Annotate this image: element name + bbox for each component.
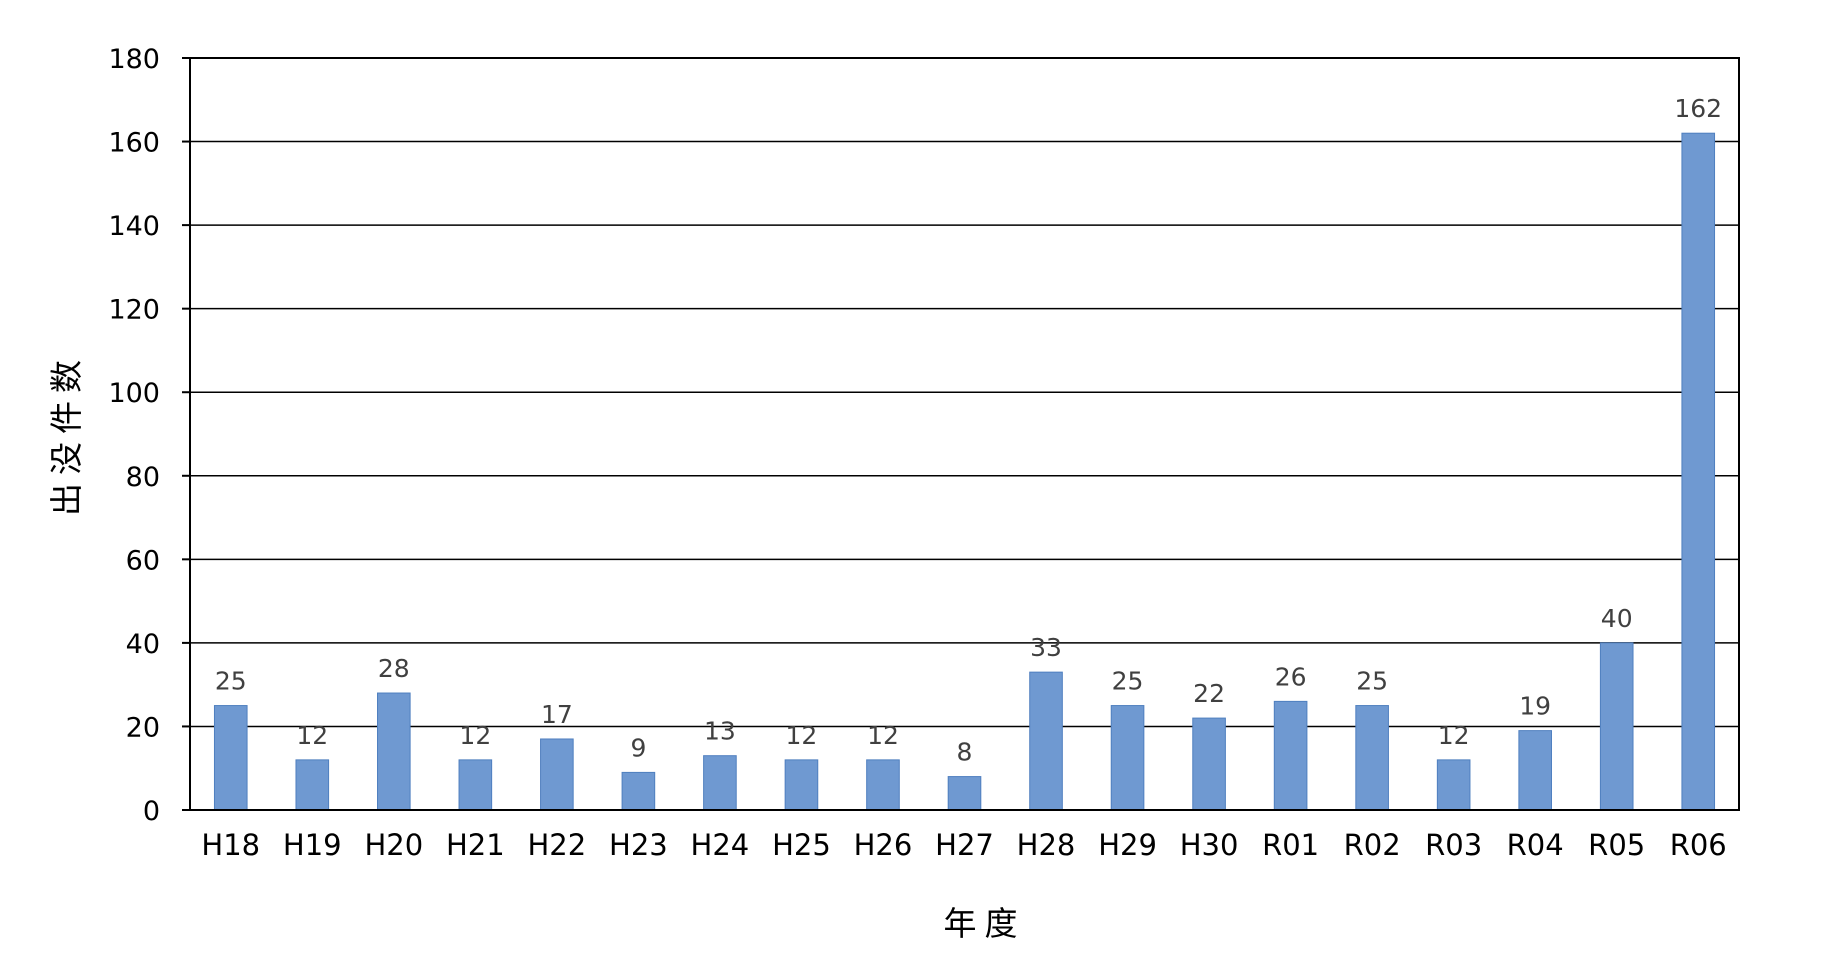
data-label: 12 — [296, 721, 328, 750]
y-tick-label: 120 — [108, 295, 160, 326]
x-tick-label: R02 — [1344, 828, 1401, 862]
y-tick-label: 20 — [126, 712, 160, 743]
x-tick-label: H19 — [283, 828, 342, 862]
gridlines — [182, 57, 1739, 811]
bar-R01 — [1273, 700, 1308, 811]
x-axis-title: 年度 — [944, 904, 1026, 943]
bar-H29 — [1110, 705, 1145, 811]
x-tick-label: H28 — [1017, 828, 1076, 862]
data-label: 12 — [459, 721, 491, 750]
x-tick-label: R06 — [1670, 828, 1727, 862]
x-tick-label: H24 — [691, 828, 750, 862]
x-tick-label: R01 — [1262, 828, 1319, 862]
bar-H19 — [295, 759, 330, 811]
data-label: 40 — [1601, 604, 1633, 633]
data-label: 12 — [786, 721, 818, 750]
bar-H26 — [866, 759, 900, 811]
x-tick-label: H29 — [1098, 828, 1157, 862]
x-tick-label: H23 — [609, 828, 668, 862]
bar-H27 — [947, 776, 982, 811]
y-tick-label: 80 — [126, 462, 160, 493]
bar-H28 — [1029, 671, 1063, 811]
data-label: 26 — [1275, 662, 1307, 691]
data-label: 162 — [1674, 94, 1722, 123]
bar-H21 — [458, 759, 493, 811]
y-tick-label: 0 — [143, 796, 160, 827]
data-label: 12 — [867, 721, 899, 750]
data-label: 25 — [215, 667, 247, 696]
x-tick-label: H18 — [201, 828, 260, 862]
x-tick-label: H22 — [528, 828, 587, 862]
data-label: 9 — [630, 733, 646, 762]
y-tick-label: 100 — [108, 378, 160, 409]
x-tick-label: H27 — [935, 828, 994, 862]
bar-R04 — [1518, 730, 1552, 811]
y-tick-label: 180 — [108, 44, 160, 75]
data-label: 19 — [1519, 692, 1551, 721]
bar-H18 — [213, 705, 248, 811]
y-axis-title: 出没件数 — [47, 352, 86, 516]
x-tick-label: H26 — [854, 828, 913, 862]
data-labels: 25 12 28 12 17 9 13 12 12 8 33 25 22 26 25 12 19 40 162 — [215, 94, 1722, 766]
y-tick-label: 140 — [108, 211, 160, 242]
data-label: 25 — [1356, 667, 1388, 696]
bar-R05 — [1599, 642, 1634, 811]
plot-area-frame — [189, 57, 1740, 811]
x-tick-labels: H18 H19 H20 H21 H22 H23 H24 H25 H26 H27 H28 H29 H30 R… — [201, 828, 1726, 862]
data-label: 28 — [378, 654, 410, 683]
bar-R03 — [1436, 759, 1471, 811]
y-tick-label: 160 — [108, 128, 160, 159]
x-tick-label: R04 — [1507, 828, 1564, 862]
data-label: 13 — [704, 717, 736, 746]
bars — [213, 132, 1716, 811]
data-label: 22 — [1193, 679, 1225, 708]
x-tick-label: H21 — [446, 828, 505, 862]
x-tick-label: R03 — [1425, 828, 1482, 862]
bar-H22 — [540, 738, 574, 811]
bar-H25 — [784, 759, 819, 811]
x-tick-label: H30 — [1180, 828, 1239, 862]
bar-H30 — [1192, 717, 1226, 811]
data-label: 33 — [1030, 633, 1062, 662]
bar-H24 — [703, 755, 737, 811]
bar-R02 — [1355, 705, 1389, 811]
data-label: 17 — [541, 700, 573, 729]
y-tick-label: 40 — [126, 629, 160, 660]
y-tick-labels: 0 20 40 60 80 100 120 140 160 180 — [108, 44, 160, 827]
bar-R06 — [1681, 132, 1716, 811]
bar-H20 — [377, 692, 411, 811]
data-label: 8 — [957, 738, 973, 767]
data-label: 12 — [1438, 721, 1470, 750]
bar-H23 — [621, 771, 656, 811]
x-tick-label: H20 — [364, 828, 423, 862]
data-label: 25 — [1112, 667, 1144, 696]
y-tick-label: 60 — [126, 545, 160, 576]
x-tick-label: H25 — [772, 828, 831, 862]
x-tick-label: R05 — [1588, 828, 1645, 862]
